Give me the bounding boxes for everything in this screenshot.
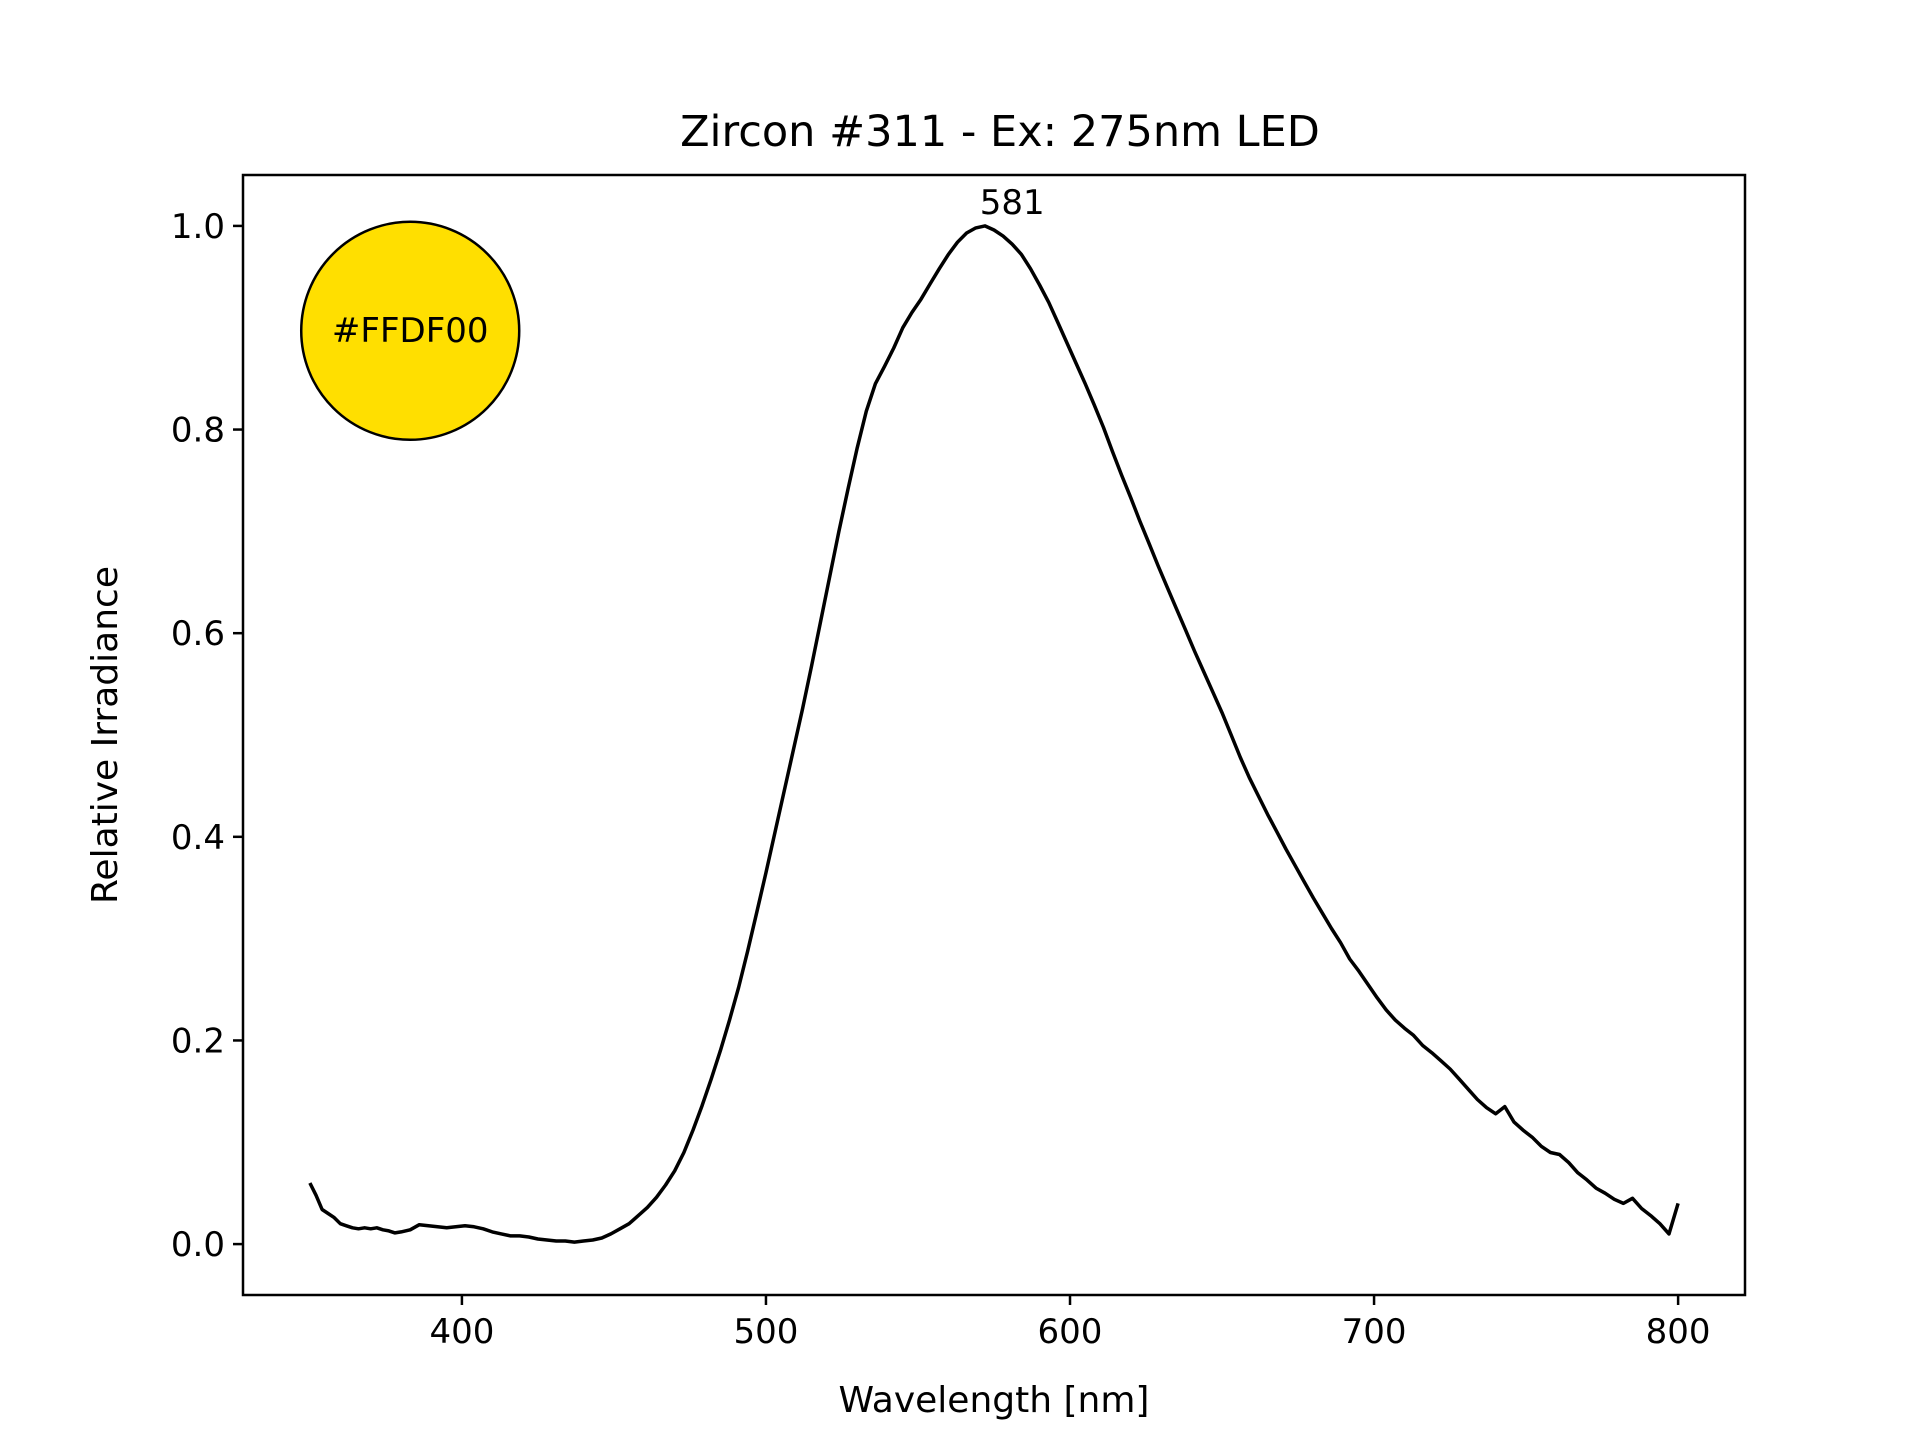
x-tick-label: 700 <box>1342 1312 1407 1352</box>
x-tick-label: 800 <box>1646 1312 1711 1352</box>
x-tick-label: 500 <box>734 1312 799 1352</box>
color-swatch-label: #FFDF00 <box>332 311 489 351</box>
plot-frame <box>241 173 1747 1297</box>
spectrum-line <box>308 224 1680 1244</box>
y-axis: 0.0 0.2 0.4 0.6 0.8 1.0 <box>171 207 243 1265</box>
y-tick-label: 1.0 <box>171 207 225 247</box>
x-axis-label: Wavelength [nm] <box>839 1380 1150 1421</box>
y-tick-label: 0.4 <box>171 818 225 858</box>
peak-label: 581 <box>980 183 1045 223</box>
color-swatch <box>299 220 521 442</box>
x-tick-label: 400 <box>429 1312 494 1352</box>
x-axis: 400 500 600 700 800 <box>429 1295 1711 1352</box>
y-tick-label: 0.2 <box>171 1021 225 1061</box>
y-tick-label: 0.0 <box>171 1225 225 1265</box>
x-tick-label: 600 <box>1038 1312 1103 1352</box>
y-tick-label: 0.8 <box>171 411 225 451</box>
y-axis-label: Relative Irradiance <box>85 566 126 904</box>
y-tick-label: 0.6 <box>171 614 225 654</box>
chart-title: Zircon #311 - Ex: 275nm LED <box>680 107 1320 157</box>
